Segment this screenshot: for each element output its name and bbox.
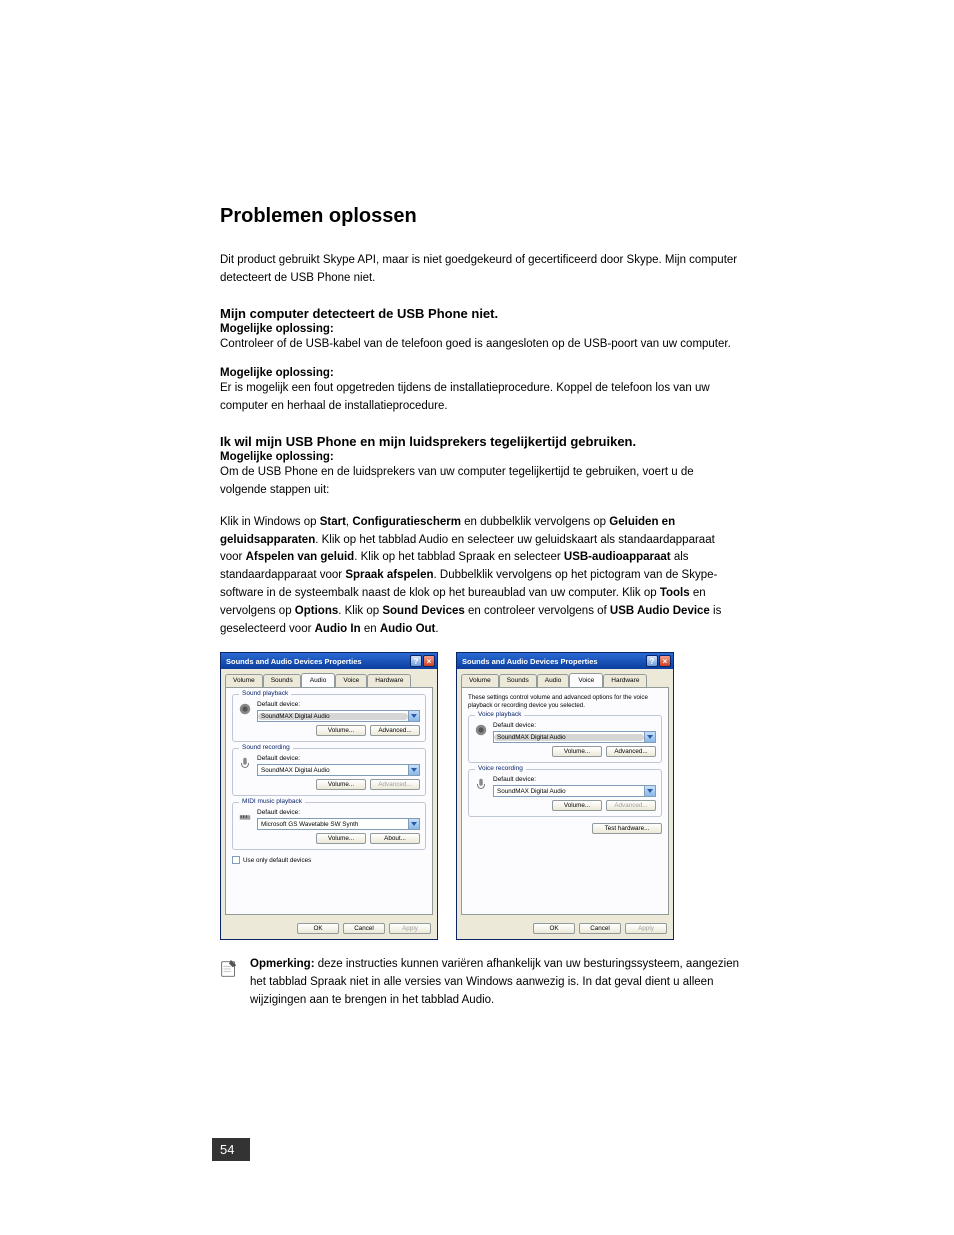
chevron-down-icon[interactable] [408,819,419,829]
ok-button[interactable]: OK [297,923,339,934]
dialog-tabs: Volume Sounds Audio Voice Hardware [221,669,437,687]
speaker-icon [238,702,252,716]
voice-help-text: These settings control volume and advanc… [468,694,662,709]
sound-recording-group: Sound recording Default device: SoundMAX… [232,748,426,796]
microphone-icon [474,777,488,791]
tab-volume[interactable]: Volume [461,674,499,688]
section2-instructions: Klik in Windows op Start, Configuratiesc… [220,514,740,639]
midi-device-dropdown[interactable]: Microsoft GS Wavetable SW Synth [257,818,420,830]
midi-icon [238,810,252,824]
volume-button[interactable]: Volume... [316,833,366,844]
tab-voice[interactable]: Voice [569,673,603,687]
section2-p1: Om de USB Phone en de luidsprekers van u… [220,464,740,500]
chevron-down-icon[interactable] [408,765,419,775]
chevron-down-icon[interactable] [644,786,655,796]
tab-hardware[interactable]: Hardware [603,674,647,688]
tab-audio[interactable]: Audio [301,673,336,687]
use-default-checkbox[interactable] [232,856,240,864]
page-number: 54 [212,1138,250,1161]
tab-audio[interactable]: Audio [537,674,570,688]
note-icon [218,958,240,980]
note-text: Opmerking: deze instructies kunnen varië… [250,956,740,1009]
intro-text: Dit product gebruikt Skype API, maar is … [220,252,740,288]
apply-button: Apply [625,923,667,934]
volume-button[interactable]: Volume... [316,779,366,790]
sound-playback-group: Sound playback Default device: SoundMAX … [232,694,426,742]
tab-voice[interactable]: Voice [335,674,367,688]
advanced-button[interactable]: Advanced... [370,725,420,736]
playback-device-dropdown[interactable]: SoundMAX Digital Audio [257,710,420,722]
advanced-button: Advanced... [370,779,420,790]
apply-button: Apply [389,923,431,934]
voice-dialog: Sounds and Audio Devices Properties ? × … [456,652,674,940]
dialog-titlebar: Sounds and Audio Devices Properties ? × [457,653,673,669]
midi-playback-group: MIDI music playback Default device: Micr… [232,802,426,850]
microphone-icon [238,756,252,770]
help-icon[interactable]: ? [646,655,658,667]
test-hardware-button[interactable]: Test hardware... [592,823,662,834]
solution2-text: Er is mogelijk een fout opgetreden tijde… [220,380,740,416]
tab-hardware[interactable]: Hardware [367,674,411,688]
help-icon[interactable]: ? [410,655,422,667]
ok-button[interactable]: OK [533,923,575,934]
page-title: Problemen oplossen [220,205,740,228]
close-icon[interactable]: × [423,655,435,667]
voice-playback-group: Voice playback Default device: SoundMAX … [468,715,662,763]
solution-label: Mogelijke oplossing: [220,451,740,463]
dialog-title-text: Sounds and Audio Devices Properties [462,657,598,666]
cancel-button[interactable]: Cancel [343,923,385,934]
about-button[interactable]: About... [370,833,420,844]
chevron-down-icon[interactable] [644,732,655,742]
recording-device-dropdown[interactable]: SoundMAX Digital Audio [257,764,420,776]
chevron-down-icon[interactable] [408,711,419,721]
dialog-title-text: Sounds and Audio Devices Properties [226,657,362,666]
section2-title: Ik wil mijn USB Phone en mijn luidspreke… [220,434,740,449]
voice-recording-group: Voice recording Default device: SoundMAX… [468,769,662,817]
use-default-label: Use only default devices [243,857,311,864]
dialog-tabs: Volume Sounds Audio Voice Hardware [457,669,673,687]
tab-sounds[interactable]: Sounds [263,674,301,688]
speaker-icon [474,723,488,737]
advanced-button: Advanced... [606,800,656,811]
solution-label: Mogelijke oplossing: [220,323,740,335]
cancel-button[interactable]: Cancel [579,923,621,934]
volume-button[interactable]: Volume... [316,725,366,736]
dialog-screenshots: Sounds and Audio Devices Properties ? × … [220,652,740,940]
audio-dialog: Sounds and Audio Devices Properties ? × … [220,652,438,940]
tab-volume[interactable]: Volume [225,674,263,688]
dialog-titlebar: Sounds and Audio Devices Properties ? × [221,653,437,669]
volume-button[interactable]: Volume... [552,800,602,811]
advanced-button[interactable]: Advanced... [606,746,656,757]
tab-sounds[interactable]: Sounds [499,674,537,688]
note-block: Opmerking: deze instructies kunnen varië… [218,956,740,1009]
solution1-text: Controleer of de USB-kabel van de telefo… [220,336,740,354]
voice-playback-dropdown[interactable]: SoundMAX Digital Audio [493,731,656,743]
close-icon[interactable]: × [659,655,671,667]
volume-button[interactable]: Volume... [552,746,602,757]
solution-label: Mogelijke oplossing: [220,367,740,379]
section1-title: Mijn computer detecteert de USB Phone ni… [220,306,740,321]
voice-recording-dropdown[interactable]: SoundMAX Digital Audio [493,785,656,797]
